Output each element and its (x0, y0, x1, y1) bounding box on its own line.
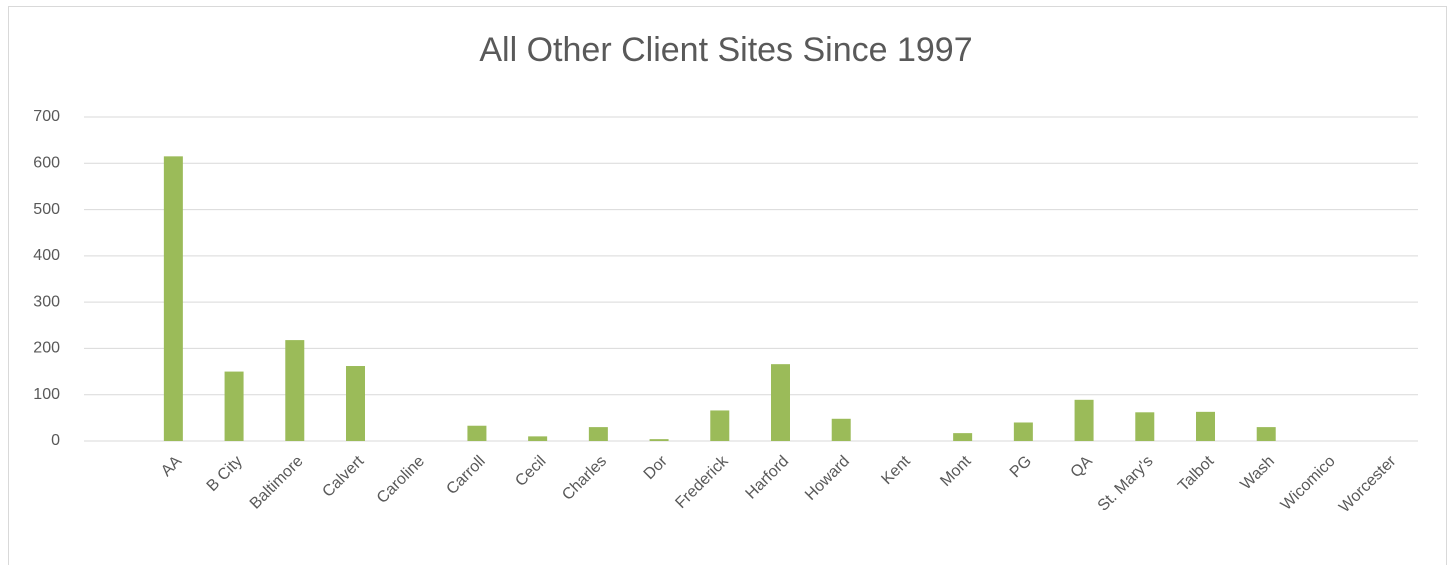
x-tick-label: St. Mary's (1095, 453, 1157, 515)
chart-frame (8, 6, 1447, 565)
x-tick-label: Caroline (374, 453, 428, 507)
x-tick-label: Mont (937, 452, 975, 490)
x-tick-label: Charles (559, 453, 610, 504)
bar (1074, 399, 1094, 441)
x-tick-label: Worcester (1336, 452, 1400, 516)
y-tick-label: 500 (33, 201, 60, 218)
x-tick-label: PG (1007, 453, 1035, 481)
x-tick-label: Calvert (319, 452, 367, 500)
bar (285, 340, 305, 441)
y-tick-label: 600 (33, 155, 60, 172)
chart-title: All Other Client Sites Since 1997 (479, 31, 972, 69)
x-tick-label: AA (158, 453, 185, 480)
x-tick-label: Wicomico (1278, 453, 1339, 514)
x-tick-label: Frederick (672, 452, 732, 512)
bar (1013, 422, 1033, 441)
bar (163, 156, 183, 442)
bar (467, 425, 487, 441)
x-tick-label: QA (1068, 453, 1097, 482)
x-tick-label: Carroll (443, 453, 488, 498)
y-tick-label: 0 (51, 432, 60, 449)
bar (710, 410, 730, 441)
bar (346, 366, 365, 441)
y-tick-label: 700 (33, 108, 60, 125)
x-tick-label: Wash (1237, 453, 1278, 494)
x-tick-label: Cecil (512, 453, 549, 490)
x-tick-label: Baltimore (247, 453, 307, 513)
y-tick-label: 200 (33, 340, 60, 357)
y-tick-label: 400 (33, 247, 60, 264)
bar (771, 364, 790, 441)
bar (588, 427, 608, 441)
x-tick-label: Howard (802, 453, 853, 504)
bar (1256, 427, 1276, 441)
bar (224, 371, 244, 441)
x-tick-label: Harford (743, 453, 793, 503)
bar (528, 436, 548, 441)
x-tick-label: Kent (878, 452, 914, 488)
x-tick-label: Dor (641, 452, 672, 483)
bar (649, 439, 669, 441)
x-tick-label: B City (204, 453, 246, 495)
x-tick-label: Talbot (1175, 452, 1218, 495)
y-tick-label: 100 (33, 386, 60, 403)
bar (1135, 412, 1155, 441)
bar (831, 418, 851, 441)
y-tick-label: 300 (33, 293, 60, 310)
bar (953, 433, 973, 441)
bar (1196, 411, 1215, 441)
